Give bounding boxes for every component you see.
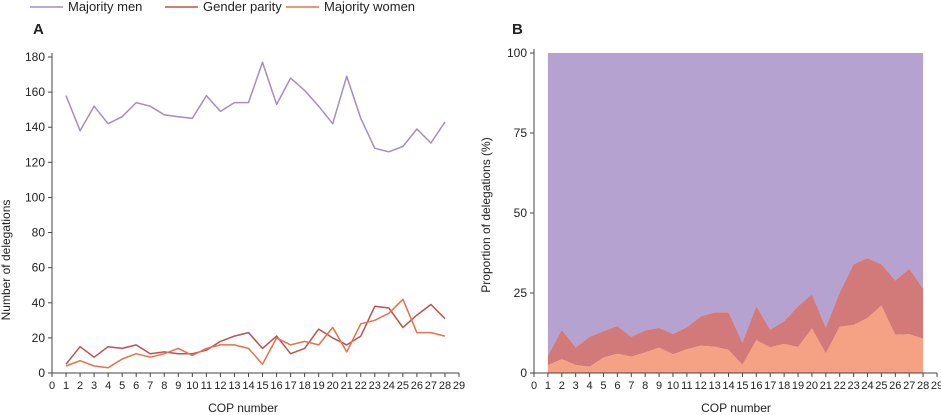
panel-b-x-tick-label: 10: [667, 380, 679, 392]
panel-b-x-tick-label: 18: [778, 380, 790, 392]
panel-a-x-tick-label: 7: [147, 380, 153, 392]
panel-a-x-tick-label: 12: [214, 380, 226, 392]
panel-a-x-tick-label: 17: [284, 380, 296, 392]
panel-b-x-tick-label: 5: [600, 380, 606, 392]
panel-b-x-tick-label: 14: [722, 380, 734, 392]
legend-label-majority-men: Majority men: [68, 0, 142, 14]
panel-a-y-tick-label: 140: [25, 120, 45, 134]
panel-a-x-tick-label: 8: [161, 380, 167, 392]
panel-a-x-tick-label: 24: [383, 380, 395, 392]
panel-a-line-gender-parity: [65, 303, 446, 365]
panel-a-x-tick-label: 19: [313, 380, 325, 392]
panel-a-x-tick-label: 20: [327, 380, 339, 392]
panel-a-x-tick-label: 26: [411, 380, 423, 392]
panel-b-area-majority-women: [547, 305, 924, 373]
panel-a-x-tick-label: 4: [105, 380, 111, 392]
panel-b-x-tick-label: 8: [642, 380, 648, 392]
panel-a-x-tick-label: 23: [369, 380, 381, 392]
panel-b-x-tick-label: 4: [587, 380, 593, 392]
panel-a-x-tick-label: 15: [256, 380, 268, 392]
panel-a-x-tick-label: 22: [355, 380, 367, 392]
panel-a-y-tick-label: 160: [25, 85, 45, 99]
panel-a-x-tick-label: 25: [397, 380, 409, 392]
panel-a-y-axis-label: Number of delegations: [0, 200, 13, 321]
panel-a-x-tick-label: 14: [242, 380, 254, 392]
panel-b-x-tick-label: 13: [709, 380, 721, 392]
panel-b-x-tick-label: 16: [750, 380, 762, 392]
panel-a-y-tick-label: 100: [25, 190, 45, 204]
panel-b-x-axis-label: COP number: [701, 401, 771, 415]
panel-b-x-tick-label: 24: [861, 380, 873, 392]
panel-a-x-tick-label: 5: [119, 380, 125, 392]
panel-a-x-tick-label: 9: [175, 380, 181, 392]
legend-label-gender-parity: Gender parity: [203, 0, 282, 14]
panel-b-y-tick-label: 100: [507, 46, 527, 60]
panel-b-x-tick-label: 28: [917, 380, 929, 392]
panel-b-y-tick-label: 50: [514, 206, 528, 220]
panel-a-x-tick-label: 18: [298, 380, 310, 392]
panel-b-x-tick-label: 12: [695, 380, 707, 392]
panel-a-x-tick-label: 0: [49, 380, 55, 392]
panel-b-letter: B: [512, 21, 523, 38]
panel-b-x-tick-label: 19: [792, 380, 804, 392]
panel-a-line-majority-women: [65, 298, 446, 369]
panel-a-x-tick-label: 6: [133, 380, 139, 392]
panel-b-x-tick-label: 21: [820, 380, 832, 392]
panel-a-x-tick-label: 1: [63, 380, 69, 392]
panel-b-x-tick-label: 11: [681, 380, 692, 392]
panel-a-y-tick-label: 20: [32, 331, 46, 345]
panel-b-x-tick-label: 15: [736, 380, 748, 392]
panel-a-line-majority-men: [65, 61, 446, 153]
panel-b-x-tick-label: 27: [903, 380, 915, 392]
panel-b-x-tick-label: 26: [889, 380, 901, 392]
panel-b-x-tick-label: 20: [806, 380, 818, 392]
panel-b-x-tick-label: 25: [875, 380, 887, 392]
panel-b-x-tick-label: 2: [559, 380, 565, 392]
panel-a-x-axis-label: COP number: [208, 401, 278, 415]
panel-a-x-tick-label: 16: [270, 380, 282, 392]
panel-a-y-tick-label: 80: [32, 226, 46, 240]
panel-a-y-tick-label: 120: [25, 155, 45, 169]
panel-a-x-tick-label: 28: [439, 380, 451, 392]
panel-a-x-tick-label: 13: [228, 380, 240, 392]
panel-a-x-tick-label: 11: [201, 380, 212, 392]
legend-label-majority-women: Majority women: [324, 0, 415, 14]
panel-a-x-tick-label: 27: [425, 380, 437, 392]
panel-b-y-tick-label: 25: [514, 286, 528, 300]
panel-b-x-tick-label: 3: [573, 380, 579, 392]
panel-b-x-tick-label: 29: [931, 380, 941, 392]
panel-b-y-tick-label: 75: [514, 126, 528, 140]
panel-b-x-tick-label: 23: [847, 380, 859, 392]
panel-a-letter: A: [33, 21, 44, 38]
panel-b-x-tick-label: 0: [531, 380, 537, 392]
panel-b-y-axis-label: Proportion of delegations (%): [479, 137, 493, 292]
legend: Majority men Gender parity Majority wome…: [30, 0, 415, 14]
panel-b-x-tick-label: 9: [656, 380, 662, 392]
panel-a-x-tick-label: 3: [91, 380, 97, 392]
panel-b-x-tick-label: 22: [834, 380, 846, 392]
panel-a-y-tick-label: 0: [38, 366, 45, 380]
panel-b-x-tick-label: 6: [614, 380, 620, 392]
panel-a-y-tick-label: 180: [25, 50, 45, 64]
panel-b-x-tick-label: 17: [764, 380, 776, 392]
panel-b-x-tick-label: 7: [628, 380, 634, 392]
panel-a-x-tick-label: 2: [77, 380, 83, 392]
panel-b-x-tick-label: 1: [545, 380, 551, 392]
panel-b-y-tick-label: 0: [520, 366, 527, 380]
panel-b-area-majority-men: [547, 53, 924, 356]
panel-a-x-tick-label: 29: [453, 380, 465, 392]
panel-a-x-tick-label: 10: [186, 380, 198, 392]
panel-a-y-tick-label: 60: [32, 261, 46, 275]
panel-a-y-tick-label: 40: [32, 296, 46, 310]
panel-a-x-tick-label: 21: [341, 380, 353, 392]
panel-b-area-gender-parity: [547, 258, 924, 367]
